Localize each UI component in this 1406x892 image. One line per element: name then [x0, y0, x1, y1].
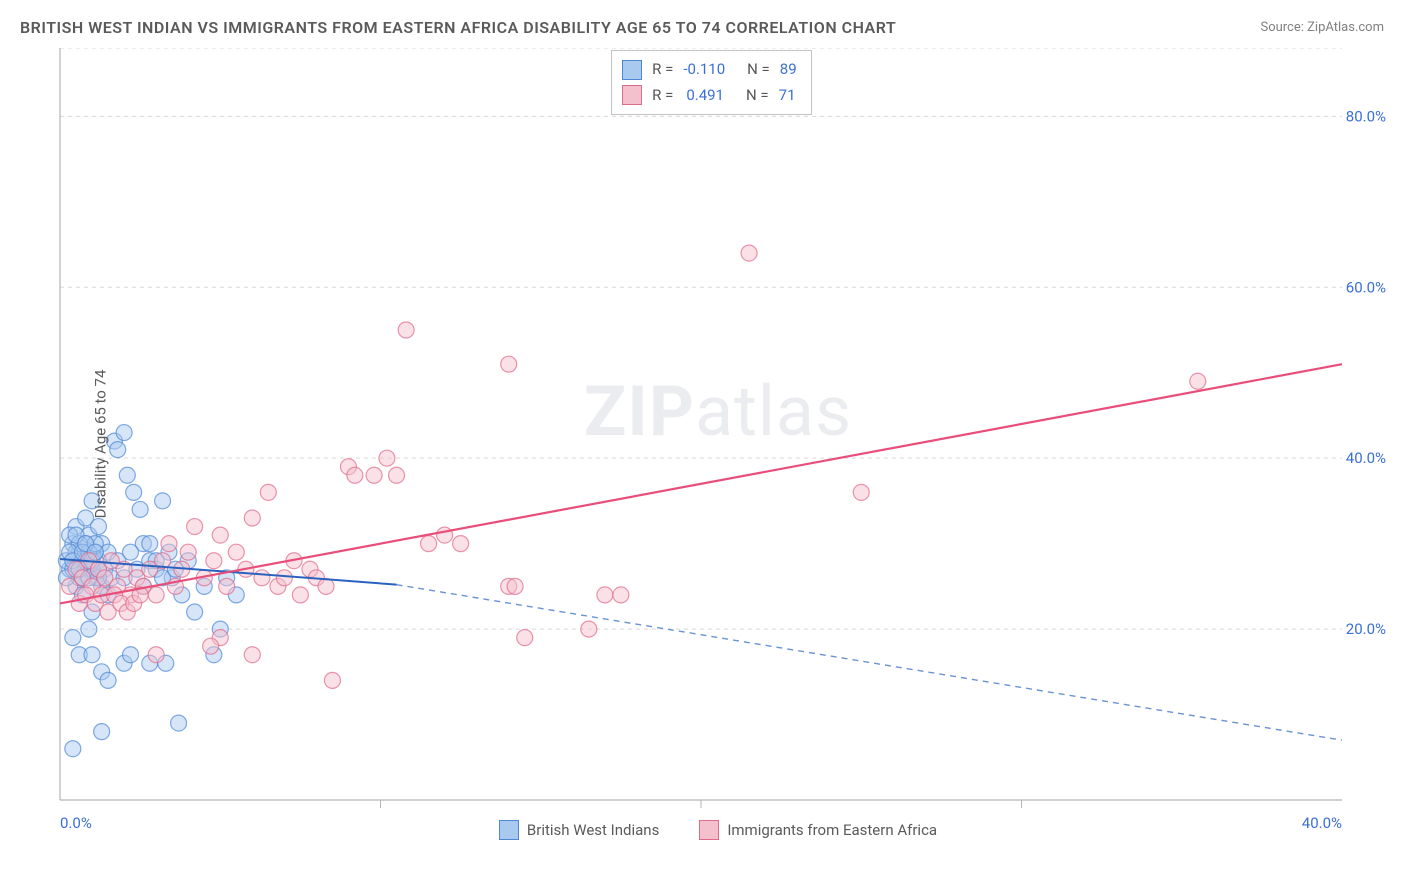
correlation-legend: R = -0.110 N = 89 R = 0.491 N = 71	[611, 50, 812, 115]
bottom-legend-label-1: Immigrants from Eastern Africa	[727, 821, 937, 839]
legend-r-label-1: R =	[652, 83, 673, 109]
svg-text:40.0%: 40.0%	[1346, 449, 1386, 467]
legend-row-1: R = 0.491 N = 71	[622, 83, 797, 109]
legend-n-label-0: N =	[747, 57, 770, 83]
legend-swatch-1	[622, 85, 642, 105]
legend-n-label-1: N =	[746, 83, 769, 109]
bottom-legend-item-0: British West Indians	[499, 820, 659, 840]
svg-text:20.0%: 20.0%	[1346, 620, 1386, 638]
y-axis-label: Disability Age 65 to 74	[91, 370, 109, 519]
svg-text:80.0%: 80.0%	[1346, 107, 1386, 125]
legend-row-0: R = -0.110 N = 89	[622, 57, 797, 83]
legend-swatch-0	[622, 60, 642, 80]
scatter-chart: 20.0%40.0%60.0%80.0%0.0%40.0%	[50, 48, 1386, 840]
legend-n-value-0: 89	[780, 57, 797, 83]
legend-r-label-0: R =	[652, 57, 673, 83]
bottom-legend-item-1: Immigrants from Eastern Africa	[699, 820, 937, 840]
legend-r-value-0: -0.110	[683, 57, 725, 83]
bottom-legend-swatch-0	[499, 820, 519, 840]
bottom-legend-swatch-1	[699, 820, 719, 840]
bottom-legend-label-0: British West Indians	[527, 821, 659, 839]
legend-r-value-1: 0.491	[686, 83, 724, 109]
source-label: Source: ZipAtlas.com	[1260, 20, 1384, 35]
svg-text:60.0%: 60.0%	[1346, 278, 1386, 296]
legend-n-value-1: 71	[779, 83, 796, 109]
chart-container: Disability Age 65 to 74 ZIPatlas 20.0%40…	[50, 48, 1386, 840]
chart-title: BRITISH WEST INDIAN VS IMMIGRANTS FROM E…	[20, 18, 896, 37]
bottom-legend: British West Indians Immigrants from Eas…	[50, 820, 1386, 840]
